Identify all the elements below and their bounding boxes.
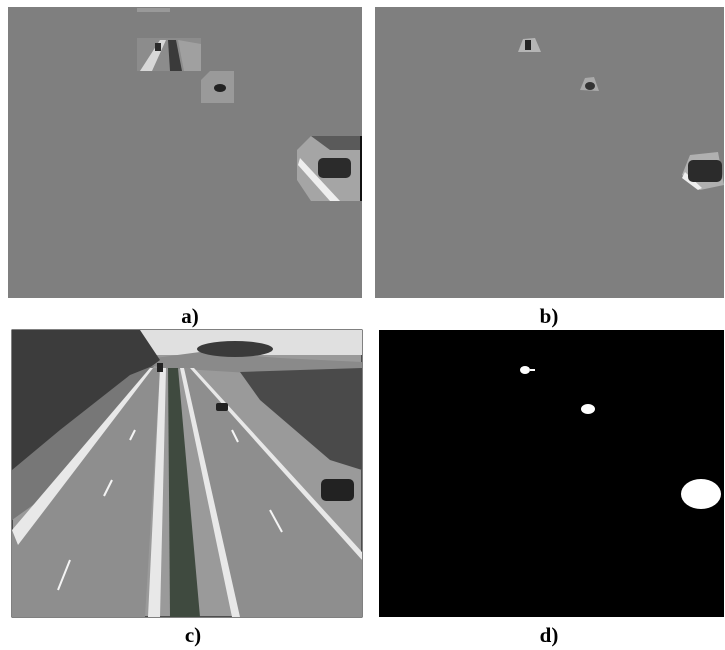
panel-label: c): [185, 623, 201, 647]
panel-d: [379, 330, 724, 617]
panel-c: [11, 329, 363, 618]
patch: [297, 136, 362, 201]
patch: [201, 71, 234, 103]
panel-label: a): [181, 304, 199, 328]
image-b: [375, 7, 724, 298]
patch: [137, 8, 201, 71]
panel-label: b): [540, 304, 559, 328]
panel-a: [8, 7, 362, 298]
panel-b: [375, 7, 724, 298]
panel-label: d): [540, 623, 559, 647]
